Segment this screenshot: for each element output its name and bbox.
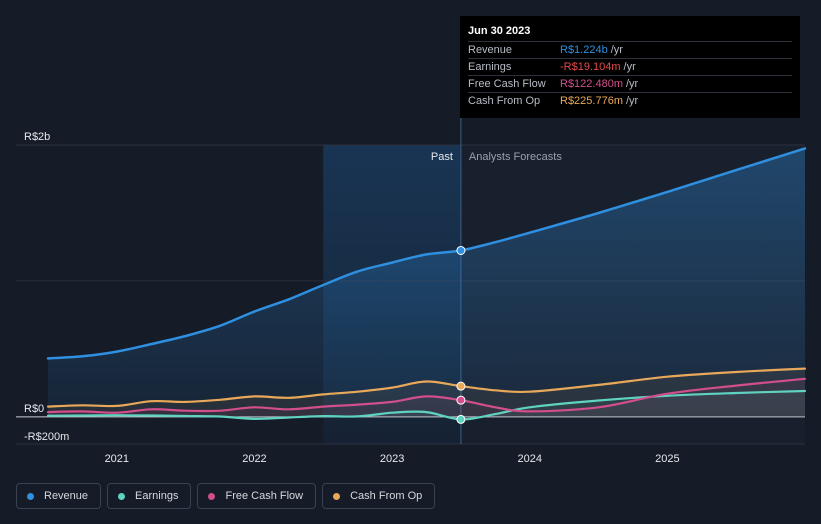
legend-dot-icon [208, 492, 216, 500]
legend: Revenue Earnings Free Cash Flow Cash Fro… [16, 483, 436, 509]
legend-dot-icon [27, 492, 34, 500]
tooltip-row-fcf: Free Cash Flow R$122.480m /yr [468, 75, 792, 92]
legend-label: Cash From Op [350, 490, 423, 502]
tooltip-row-cfo: Cash From Op R$225.776m /yr [468, 92, 792, 109]
tooltip-unit: /yr [626, 95, 639, 107]
tooltip-label: Revenue [468, 44, 513, 56]
y-tick-label: R$0 [24, 403, 44, 415]
legend-dot-icon [333, 492, 341, 500]
legend-item-free-cash-flow[interactable]: Free Cash Flow [197, 483, 317, 509]
tooltip-label: Free Cash Flow [468, 78, 546, 90]
legend-label: Free Cash Flow [225, 490, 304, 502]
series-area-earnings [48, 391, 805, 420]
past-label: Past [431, 151, 453, 163]
series-line-revenue [46, 147, 807, 360]
tooltip-value: -R$19.104m [560, 61, 621, 73]
tooltip-value: R$225.776m [560, 95, 623, 107]
tooltip-row-revenue: Revenue R$1.224b /yr [468, 41, 792, 58]
x-tick-label: 2025 [655, 453, 679, 465]
x-tick-label: 2021 [105, 453, 129, 465]
marker-cfo [456, 381, 466, 391]
series-area-revenue [48, 148, 805, 417]
series-area-fcf [48, 378, 805, 417]
marker-fcf [456, 395, 466, 405]
chart-plot: R$2b R$0 -R$200m 2021 2022 2023 2024 2025 Past An… [16, 16, 807, 465]
tooltip-value: R$1.224b [560, 44, 608, 56]
x-tick-label: 2024 [517, 453, 541, 465]
tooltip-unit: /yr [610, 44, 623, 56]
tooltip-label: Cash From Op [468, 95, 541, 107]
legend-label: Earnings [135, 490, 179, 502]
series-line-fcf [46, 377, 807, 414]
legend-item-revenue[interactable]: Revenue [16, 483, 102, 509]
tooltip-value: R$122.480m [560, 78, 623, 90]
tooltip-unit: /yr [626, 78, 639, 90]
tooltip-date: Jun 30 2023 [468, 25, 531, 37]
legend-item-cash-from-op[interactable]: Cash From Op [322, 483, 436, 509]
marker-revenue [456, 245, 466, 255]
series-line-cfo [46, 367, 807, 408]
marker-earnings [456, 414, 466, 424]
tooltip-unit: /yr [623, 61, 636, 73]
legend-item-earnings[interactable]: Earnings [107, 483, 192, 509]
y-tick-label: R$2b [24, 131, 50, 143]
tooltip-label: Earnings [468, 61, 512, 73]
y-tick-label: -R$200m [24, 431, 69, 443]
legend-label: Revenue [44, 490, 89, 502]
tooltip: Jun 30 2023 Revenue R$1.224b /yr Earning… [460, 16, 800, 118]
forecast-label: Analysts Forecasts [469, 151, 562, 163]
legend-dot-icon [118, 492, 126, 500]
x-tick-label: 2022 [242, 453, 266, 465]
tooltip-row-earnings: Earnings -R$19.104m /yr [468, 58, 792, 75]
x-tick-label: 2023 [380, 453, 404, 465]
series-line-earnings [46, 389, 807, 421]
